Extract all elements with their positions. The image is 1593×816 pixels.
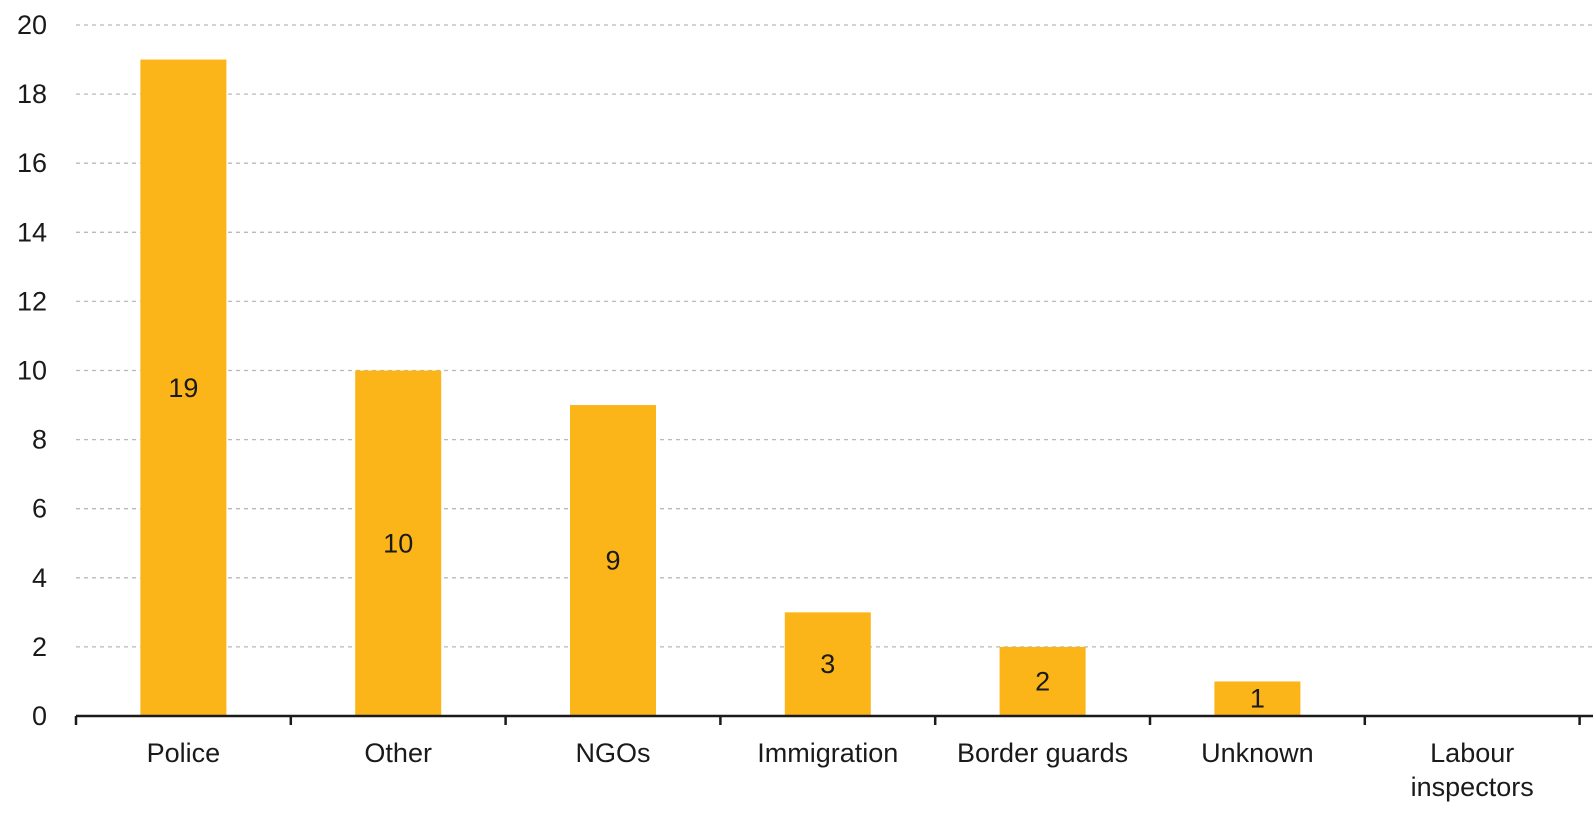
bar	[355, 370, 442, 716]
y-tick-label: 0	[32, 701, 47, 731]
data-labels: 19 10 9 3 2 1	[168, 373, 1265, 714]
x-category-label: Labour inspectors	[1411, 738, 1534, 802]
data-label: 9	[605, 546, 620, 576]
x-axis-category-labels: Police Other NGOs Immigration Border guards U…	[147, 738, 1534, 802]
y-tick-label: 20	[17, 10, 47, 40]
x-category-label: Unknown	[1201, 738, 1314, 768]
y-tick-label: 2	[32, 632, 47, 662]
y-tick-label: 10	[17, 356, 47, 386]
bars	[140, 59, 1301, 717]
y-tick-label: 4	[32, 563, 47, 593]
bar	[140, 59, 227, 717]
bar	[1214, 681, 1301, 716]
x-category-label: Immigration	[757, 738, 898, 768]
x-category-label: NGOs	[575, 738, 650, 768]
y-tick-label: 12	[17, 286, 47, 316]
x-axis	[74, 714, 1593, 725]
y-tick-label: 14	[17, 217, 47, 247]
data-label: 3	[820, 649, 835, 679]
y-axis-tick-labels: 0 2 4 6 8 10 12 14 16 18 20	[17, 10, 47, 731]
data-label: 2	[1035, 666, 1050, 696]
bar	[999, 646, 1086, 716]
y-tick-label: 6	[32, 494, 47, 524]
bar	[784, 612, 871, 716]
x-category-label: Border guards	[957, 738, 1128, 768]
data-label: 19	[168, 373, 198, 403]
x-category-label: Police	[147, 738, 221, 768]
bar	[570, 405, 656, 716]
y-tick-label: 16	[17, 148, 47, 178]
gridlines	[76, 24, 1593, 648]
data-label: 1	[1250, 684, 1265, 714]
data-label: 10	[383, 528, 413, 558]
y-tick-label: 18	[17, 79, 47, 109]
y-tick-label: 8	[32, 425, 47, 455]
x-category-label: Other	[364, 738, 432, 768]
